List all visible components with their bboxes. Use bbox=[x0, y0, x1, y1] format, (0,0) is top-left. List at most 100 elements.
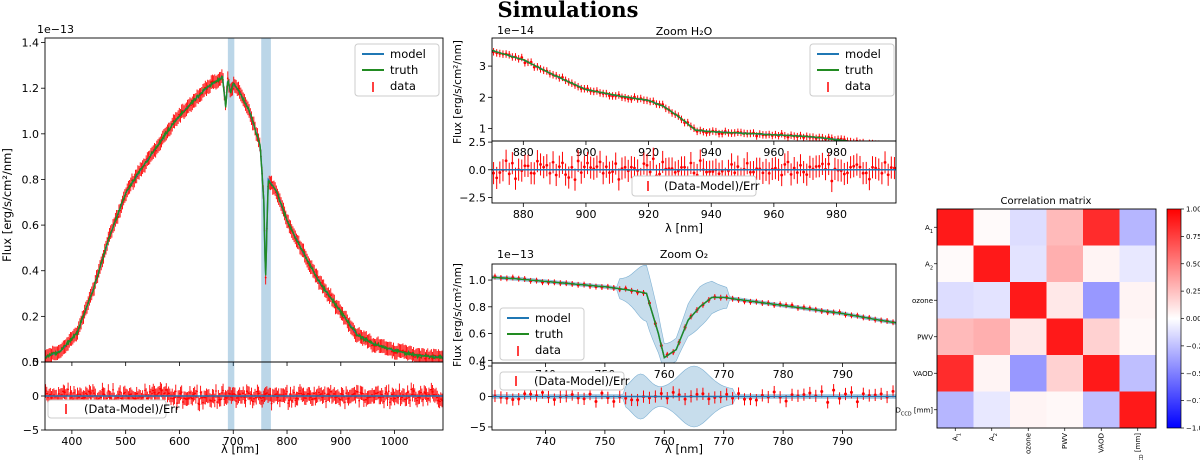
x-tick-label: 880 bbox=[513, 208, 534, 221]
residual-point bbox=[308, 393, 311, 395]
residual-point bbox=[313, 392, 316, 395]
legend-data-label: data bbox=[535, 343, 561, 357]
residual-point bbox=[398, 389, 401, 392]
residual-point bbox=[821, 162, 824, 166]
residual-point bbox=[83, 396, 86, 399]
y-tick-label: −5 bbox=[23, 424, 39, 437]
residual-point bbox=[624, 396, 628, 400]
residual-point bbox=[838, 396, 842, 400]
residual-point bbox=[671, 390, 675, 394]
residual-point bbox=[745, 161, 749, 165]
x-tick-label: VAOD bbox=[1097, 433, 1105, 453]
residual-point bbox=[47, 396, 49, 399]
x-tick-label: 760 bbox=[654, 368, 675, 381]
residual-point bbox=[802, 393, 806, 397]
residual-point bbox=[701, 392, 705, 396]
residual-point bbox=[588, 392, 592, 396]
residual-point bbox=[50, 396, 53, 399]
heatmap-cell bbox=[1119, 282, 1157, 319]
residual-point bbox=[399, 398, 402, 401]
x-tick-label: 770 bbox=[713, 435, 734, 448]
residual-point bbox=[116, 396, 119, 399]
y-tick-label: 5 bbox=[479, 360, 486, 373]
residual-point bbox=[49, 393, 52, 396]
residual-point bbox=[92, 390, 94, 392]
residual-point bbox=[119, 391, 122, 393]
label-subscript: 2 bbox=[930, 265, 933, 271]
residual-point bbox=[257, 392, 260, 395]
residual-point bbox=[242, 392, 245, 395]
label-subscript: 2 bbox=[993, 433, 999, 436]
data-point bbox=[887, 145, 890, 148]
residual-point bbox=[658, 172, 661, 176]
residual-point bbox=[229, 393, 232, 395]
y-tick-label: 2 bbox=[479, 91, 486, 104]
residual-point bbox=[153, 391, 156, 394]
residual-point bbox=[187, 397, 190, 399]
y-tick-label: −2.5 bbox=[459, 191, 486, 204]
residual-point bbox=[122, 392, 125, 395]
residual-point bbox=[784, 399, 788, 403]
x-tick-label: 940 bbox=[701, 146, 722, 159]
heatmap-cell bbox=[973, 245, 1011, 283]
zoom-h2o-xlabel: λ [nm] bbox=[665, 221, 703, 235]
x-tick-label: 900 bbox=[575, 146, 596, 159]
residual-point bbox=[730, 162, 733, 166]
residual-point bbox=[844, 392, 847, 396]
heatmap-cell bbox=[973, 318, 1011, 356]
legend-box bbox=[354, 43, 440, 97]
residual-point bbox=[830, 179, 834, 183]
residual-point bbox=[158, 391, 161, 394]
x-tick-label: 920 bbox=[638, 208, 659, 221]
residual-point bbox=[645, 163, 649, 167]
y-tick-label: 1.4 bbox=[22, 37, 40, 50]
residual-point bbox=[109, 397, 112, 399]
residual-point bbox=[748, 397, 752, 401]
residual-point bbox=[601, 171, 605, 175]
heatmap-cell bbox=[1046, 318, 1084, 356]
residual-point bbox=[720, 169, 724, 173]
residual-point bbox=[180, 391, 183, 394]
data-point bbox=[881, 143, 884, 146]
residual-point bbox=[614, 162, 618, 165]
heatmap-cell bbox=[973, 355, 1011, 392]
label-main: A bbox=[951, 436, 959, 441]
residual-point bbox=[390, 397, 392, 400]
residual-point bbox=[144, 389, 146, 392]
x-tick-label: 880 bbox=[513, 146, 534, 159]
legend-truth-label: truth bbox=[845, 63, 873, 77]
residual-point bbox=[820, 389, 824, 393]
residual-point bbox=[889, 166, 893, 169]
residual-point bbox=[219, 398, 222, 401]
residual-point bbox=[695, 392, 699, 396]
residual-point bbox=[127, 397, 130, 399]
residual-point bbox=[594, 400, 598, 404]
label-subscript: CCD bbox=[1139, 454, 1145, 460]
residual-point bbox=[748, 170, 752, 174]
residual-point bbox=[790, 393, 794, 397]
x-tick-label: 400 bbox=[61, 435, 82, 448]
residual-point bbox=[435, 393, 437, 396]
label-subscript: 1 bbox=[956, 433, 962, 436]
y-tick-label: 0.4 bbox=[22, 265, 40, 278]
heatmap-cell bbox=[1010, 282, 1047, 319]
y-tick-label: 0.6 bbox=[22, 219, 40, 232]
residual-point bbox=[262, 396, 265, 399]
zoom-o2-offset: 1e−13 bbox=[497, 248, 534, 261]
heatmap-cell bbox=[1046, 282, 1084, 319]
residual-point bbox=[880, 171, 884, 175]
residual-point bbox=[199, 391, 202, 394]
data-point bbox=[868, 142, 871, 145]
y-tick-label: 0.8 bbox=[469, 301, 487, 314]
residual-point bbox=[167, 392, 170, 395]
residual-point bbox=[814, 165, 818, 168]
x-tick-label: 780 bbox=[773, 435, 794, 448]
residual-point bbox=[160, 389, 163, 392]
legend-truth-label: truth bbox=[390, 63, 418, 77]
x-tick-label: 740 bbox=[535, 435, 556, 448]
x-tick-label: 980 bbox=[826, 208, 847, 221]
data-point bbox=[523, 61, 527, 65]
label-main: ozone bbox=[1024, 433, 1032, 454]
residual-point bbox=[223, 398, 226, 401]
residual-point bbox=[492, 171, 495, 175]
